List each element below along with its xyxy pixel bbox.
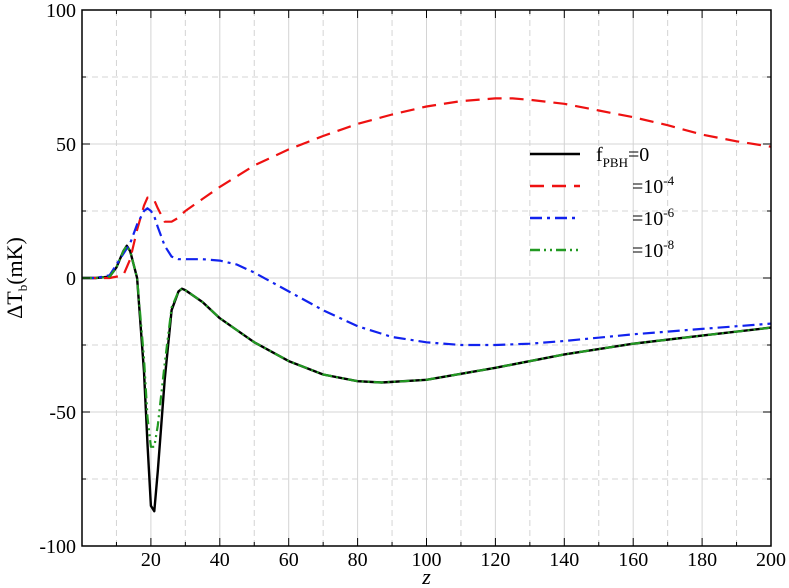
x-tick-label: 40 bbox=[210, 549, 230, 571]
series-line-2 bbox=[82, 207, 772, 347]
x-tick-label: 120 bbox=[480, 549, 510, 571]
grid bbox=[82, 10, 771, 546]
x-tick-label: 160 bbox=[618, 549, 648, 571]
legend-label-rest: =0 bbox=[628, 144, 649, 166]
x-axis-label: z bbox=[421, 564, 431, 588]
legend-label-rest: =10 bbox=[632, 176, 663, 198]
x-tick-label: 100 bbox=[412, 549, 442, 571]
y-axis-label-unit: (mK) bbox=[2, 237, 27, 285]
x-tick-label: 140 bbox=[549, 549, 579, 571]
y-tick-label: -50 bbox=[49, 402, 76, 424]
y-tick-label: 100 bbox=[46, 0, 76, 22]
legend: fPBH=0=10-4=10-6=10-8 bbox=[530, 144, 675, 262]
y-tick-label: 0 bbox=[66, 268, 76, 290]
series-line-1 bbox=[82, 97, 772, 280]
y-axis-label: ΔTb(mK) bbox=[2, 237, 30, 319]
legend-label-sup: -6 bbox=[663, 205, 674, 220]
legend-label-sub: PBH bbox=[603, 155, 628, 170]
y-axis-label-sub: b bbox=[15, 285, 30, 292]
tick-labels: 20 40 60 80 100 120 140 160 180 200 -100 -50 0 50 100 bbox=[39, 0, 786, 571]
series-layer bbox=[82, 97, 772, 513]
legend-label-rest: =10 bbox=[632, 208, 663, 230]
x-tick-label: 200 bbox=[756, 549, 786, 571]
legend-label-sup: -4 bbox=[663, 173, 674, 188]
y-tick-label: -100 bbox=[39, 536, 76, 558]
legend-label-main: f bbox=[596, 144, 603, 166]
legend-label-3: =10-8 bbox=[632, 237, 674, 262]
ticks bbox=[82, 9, 772, 547]
x-tick-label: 60 bbox=[279, 549, 299, 571]
series-line-3 bbox=[82, 244, 772, 448]
legend-label-0: fPBH=0 bbox=[596, 144, 649, 170]
x-tick-label: 180 bbox=[687, 549, 717, 571]
x-tick-label: 80 bbox=[348, 549, 368, 571]
legend-label-1: =10-4 bbox=[632, 173, 675, 198]
legend-label-sup: -8 bbox=[663, 237, 674, 252]
y-tick-label: 50 bbox=[56, 134, 76, 156]
y-axis-label-main: ΔT bbox=[2, 291, 27, 319]
x-tick-label: 20 bbox=[141, 549, 161, 571]
legend-label-rest: =10 bbox=[632, 240, 663, 262]
legend-label-2: =10-6 bbox=[632, 205, 675, 230]
